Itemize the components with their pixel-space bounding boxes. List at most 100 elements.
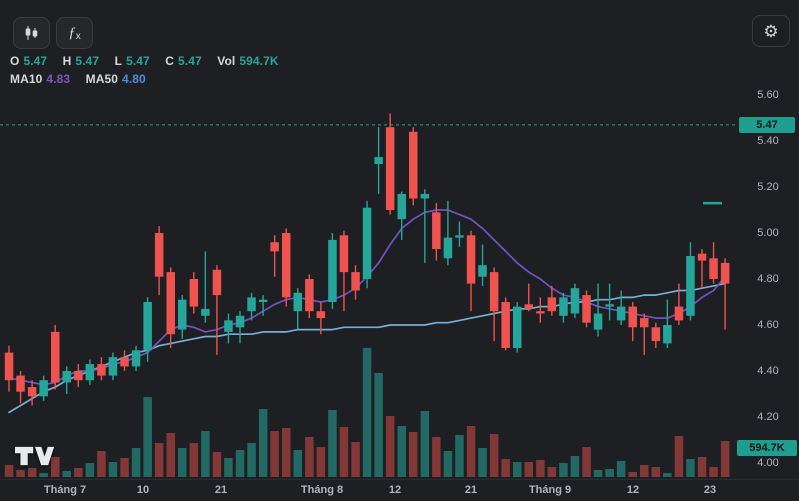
volume-bar[interactable] bbox=[593, 470, 603, 477]
volume-bar[interactable] bbox=[166, 433, 176, 477]
candle-body[interactable] bbox=[224, 320, 233, 332]
candle-body[interactable] bbox=[616, 306, 626, 321]
volume-bar[interactable] bbox=[212, 452, 222, 477]
volume-bar[interactable] bbox=[628, 472, 638, 477]
volume-bar[interactable] bbox=[97, 451, 106, 477]
price-axis-label[interactable]: 4.00 bbox=[757, 457, 779, 469]
candle-body[interactable] bbox=[74, 371, 83, 381]
volume-bar[interactable] bbox=[51, 457, 60, 477]
candle-body[interactable] bbox=[466, 235, 476, 284]
volume-bar[interactable] bbox=[432, 437, 441, 477]
volume-bar[interactable] bbox=[74, 468, 83, 477]
candle-body[interactable] bbox=[247, 297, 256, 312]
volume-bar[interactable] bbox=[443, 451, 453, 477]
price-axis-label[interactable]: 4.80 bbox=[757, 273, 779, 285]
candle-body[interactable] bbox=[305, 279, 314, 312]
volume-bar[interactable] bbox=[616, 461, 626, 477]
candle-body[interactable] bbox=[651, 327, 661, 342]
candle-body[interactable] bbox=[582, 295, 591, 323]
candle-body[interactable] bbox=[374, 157, 383, 164]
price-axis-label[interactable]: 4.60 bbox=[757, 319, 779, 331]
candle-body[interactable] bbox=[559, 297, 568, 316]
candle-body[interactable] bbox=[212, 269, 222, 296]
volume-bar[interactable] bbox=[536, 460, 545, 477]
volume-bar[interactable] bbox=[397, 426, 407, 477]
price-axis-label[interactable]: 5.20 bbox=[757, 181, 779, 193]
candle-body[interactable] bbox=[709, 258, 718, 279]
candle-body[interactable] bbox=[235, 315, 245, 328]
volume-bar[interactable] bbox=[547, 467, 557, 477]
candle-body[interactable] bbox=[536, 311, 545, 314]
candle-body[interactable] bbox=[513, 306, 522, 348]
candle-body[interactable] bbox=[593, 313, 603, 330]
candle-body[interactable] bbox=[547, 297, 557, 312]
volume-bar[interactable] bbox=[709, 467, 718, 477]
time-axis-label[interactable]: 21 bbox=[464, 484, 478, 496]
candle-body[interactable] bbox=[409, 131, 418, 199]
candle-body[interactable] bbox=[97, 364, 106, 376]
volume-bar[interactable] bbox=[466, 426, 476, 477]
volume-bar[interactable] bbox=[328, 410, 337, 477]
volume-bar[interactable] bbox=[513, 462, 522, 477]
candle-body[interactable] bbox=[4, 352, 14, 381]
candle-body[interactable] bbox=[524, 304, 534, 309]
candle-body[interactable] bbox=[432, 212, 441, 250]
candle-body[interactable] bbox=[270, 242, 279, 252]
candle-body[interactable] bbox=[501, 302, 510, 348]
tradingview-logo[interactable] bbox=[15, 445, 55, 467]
candle-body[interactable] bbox=[154, 233, 164, 277]
time-axis-label[interactable]: 12 bbox=[626, 484, 640, 496]
volume-bar[interactable] bbox=[640, 465, 649, 477]
candle-body[interactable] bbox=[351, 272, 360, 291]
volume-bar[interactable] bbox=[39, 473, 48, 477]
candle-body[interactable] bbox=[328, 239, 337, 302]
candle-body[interactable] bbox=[397, 193, 407, 220]
candle-body[interactable] bbox=[674, 306, 684, 321]
volume-bar[interactable] bbox=[4, 465, 14, 477]
candle-body[interactable] bbox=[143, 302, 152, 351]
volume-bar[interactable] bbox=[559, 463, 568, 477]
volume-bar[interactable] bbox=[409, 432, 418, 477]
candle-body[interactable] bbox=[478, 265, 487, 277]
candle-body[interactable] bbox=[385, 127, 395, 210]
price-axis-label[interactable]: 4.40 bbox=[757, 365, 779, 377]
volume-bar[interactable] bbox=[143, 397, 152, 477]
candle-body[interactable] bbox=[85, 364, 95, 381]
volume-bar[interactable] bbox=[27, 468, 37, 477]
volume-bar[interactable] bbox=[362, 347, 372, 477]
candle-body[interactable] bbox=[443, 237, 453, 259]
indicators-fx-button[interactable]: ƒx bbox=[56, 17, 93, 49]
volume-bar[interactable] bbox=[293, 450, 303, 477]
candle-body[interactable] bbox=[16, 375, 25, 392]
candle-body[interactable] bbox=[628, 306, 638, 328]
candle-body[interactable] bbox=[108, 357, 118, 376]
time-axis-label[interactable]: Tháng 7 bbox=[43, 484, 87, 496]
candle-body[interactable] bbox=[120, 357, 129, 367]
time-axis-strip[interactable] bbox=[0, 479, 799, 501]
candle-body[interactable] bbox=[339, 235, 349, 273]
candle-body[interactable] bbox=[362, 207, 372, 279]
time-axis-label[interactable]: Tháng 9 bbox=[528, 484, 572, 496]
volume-bar[interactable] bbox=[120, 458, 129, 477]
volume-bar[interactable] bbox=[582, 447, 591, 477]
volume-bar[interactable] bbox=[178, 448, 187, 477]
candle-body[interactable] bbox=[131, 350, 141, 367]
volume-bar[interactable] bbox=[316, 447, 326, 477]
volume-bar[interactable] bbox=[686, 459, 695, 477]
price-axis-label[interactable]: 4.20 bbox=[757, 411, 779, 423]
time-axis-label[interactable]: 21 bbox=[214, 484, 228, 496]
volume-bar[interactable] bbox=[282, 428, 291, 477]
candle-body[interactable] bbox=[489, 272, 499, 312]
candle-body[interactable] bbox=[697, 253, 707, 261]
candle-body[interactable] bbox=[62, 371, 72, 383]
candle-body[interactable] bbox=[455, 235, 464, 238]
candle-body[interactable] bbox=[316, 311, 326, 319]
volume-bar[interactable] bbox=[570, 456, 580, 477]
volume-bar[interactable] bbox=[385, 416, 395, 477]
candle-body[interactable] bbox=[640, 318, 649, 328]
settings-button[interactable]: ⚙ bbox=[752, 15, 790, 47]
volume-bar[interactable] bbox=[697, 457, 707, 477]
volume-bar[interactable] bbox=[720, 441, 730, 477]
candle-body[interactable] bbox=[27, 387, 37, 397]
